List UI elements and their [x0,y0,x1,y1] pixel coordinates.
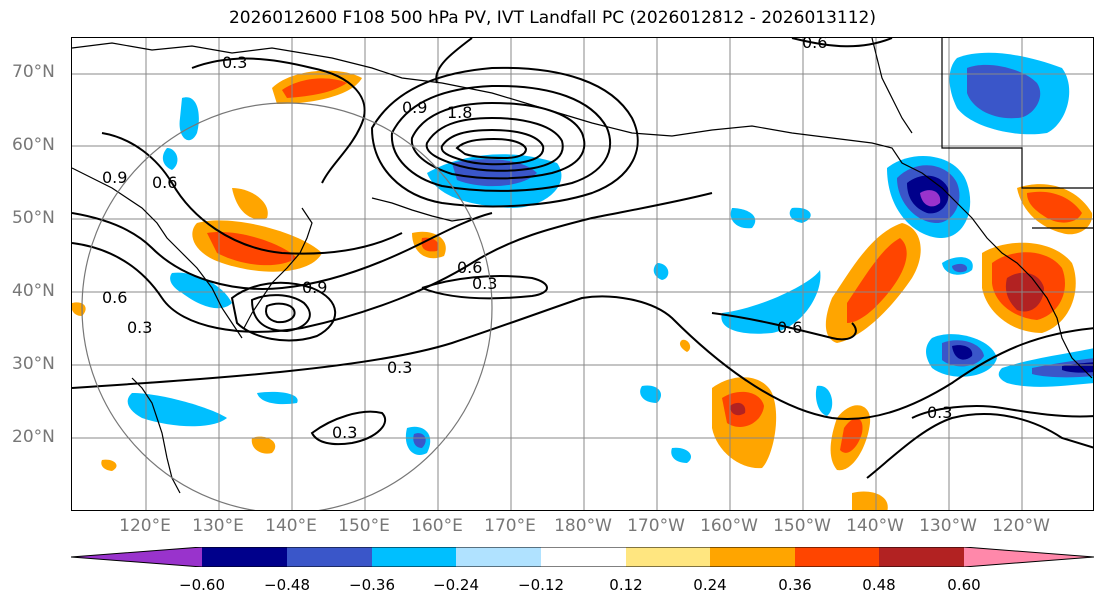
contour-label: 0.6 [457,258,482,277]
anomaly-fills [72,52,1093,510]
colorbar-extend-max [964,547,1094,567]
colorbar-tick-label: 0.60 [947,576,981,594]
colorbar-tick-label: −0.48 [264,576,310,594]
colorbar-tick-label: −0.36 [349,576,395,594]
colorbar-segment [541,547,626,567]
contour-label: 0.9 [302,278,327,297]
lon-label: 160°E [411,516,463,536]
lon-label: 120°W [992,516,1050,536]
lon-label: 130°W [919,516,977,536]
contour-label: 0.6 [777,318,802,337]
colorbar-extend-min [71,547,202,567]
lat-label: 60°N [12,135,55,155]
contour-labels: 0.3 0.6 0.9 0.6 0.3 0.9 0.6 0.3 0.9 1.8 … [102,38,952,442]
lat-label: 30°N [12,354,55,374]
lat-label: 50°N [12,208,55,228]
graticule [72,38,1093,510]
colorbar-tick-label: 0.12 [609,576,643,594]
colorbar-segment [879,547,964,567]
colorbar-segment [710,547,795,567]
radius-circle [81,102,493,510]
colorbar-tick-label: −0.60 [179,576,225,594]
contour-label: 0.3 [927,403,952,422]
map-panel: 0.3 0.6 0.9 0.6 0.3 0.9 0.6 0.3 0.9 1.8 … [71,37,1094,511]
colorbar-segment [626,547,710,567]
contour-label: 0.3 [472,274,497,293]
lon-label: 160°W [700,516,758,536]
lon-label: 130°E [192,516,244,536]
lon-label: 170°E [484,516,536,536]
lon-label: 170°W [627,516,685,536]
contour-label: 0.6 [102,288,127,307]
map-canvas: 0.3 0.6 0.9 0.6 0.3 0.9 0.6 0.3 0.9 1.8 … [72,38,1093,510]
contour-label: 0.3 [127,318,152,337]
contour-label: 0.6 [152,173,177,192]
lon-label: 140°W [846,516,904,536]
colorbar-segment [372,547,456,567]
contour-label: 0.3 [222,53,247,72]
colorbar [71,547,1094,567]
pv-contours [72,38,1093,479]
colorbar-tick-label: −0.24 [433,576,479,594]
lon-label: 140°E [265,516,317,536]
colorbar-tick-label: 0.24 [693,576,727,594]
colorbar-segment [202,547,287,567]
lon-label: 150°E [338,516,390,536]
contour-label: 1.8 [447,103,472,122]
map-title: 2026012600 F108 500 hPa PV, IVT Landfall… [228,8,876,28]
contour-label: 0.9 [402,98,427,117]
contour-label: 0.6 [802,38,827,52]
lat-label: 70°N [12,62,55,82]
lat-label: 40°N [12,281,55,301]
colorbar-segment [456,547,541,567]
lon-label: 180°W [554,516,612,536]
colorbar-segment [287,547,372,567]
lon-label: 150°W [773,516,831,536]
colorbar-tick-label: 0.36 [778,576,812,594]
lon-label: 120°E [119,516,171,536]
contour-label: 0.3 [332,423,357,442]
colorbar-segment [795,547,879,567]
coastlines [72,38,1093,494]
contour-label: 0.3 [387,358,412,377]
colorbar-tick-label: −0.12 [518,576,564,594]
colorbar-tick-label: 0.48 [862,576,896,594]
lat-label: 20°N [12,427,55,447]
contour-label: 0.9 [102,168,127,187]
